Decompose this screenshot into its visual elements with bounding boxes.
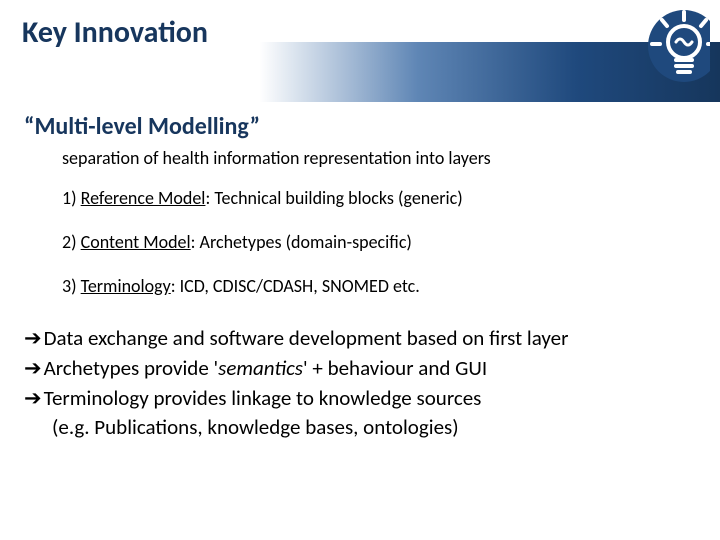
arrow-block: ➔ Data exchange and software development… [24,324,696,443]
layer-label: Terminology [81,275,171,297]
arrow-text-post: ' + behaviour and GUI [303,355,487,381]
arrow-subline: (e.g. Publications, knowledge bases, ont… [52,413,696,443]
layer-num: 2) [62,231,81,253]
arrow-text: Terminology provides linkage to knowledg… [44,384,482,414]
arrow-text: Data exchange and software development b… [44,324,569,354]
arrow-text: Archetypes provide 'semantics' + behavio… [44,354,488,384]
arrow-text-pre: Archetypes provide ' [44,355,219,381]
arrow-icon: ➔ [24,324,42,354]
arrow-line-2: ➔ Archetypes provide 'semantics' + behav… [24,354,696,384]
subtitle: “Multi-level Modelling” [24,112,260,141]
layer-num: 3) [62,275,81,297]
layer-num: 1) [62,187,81,209]
page-title: Key Innovation [22,14,208,51]
arrow-text-italic: semantics [218,355,303,381]
layer-item-1: 1) Reference Model: Technical building b… [62,188,463,210]
arrow-line-3: ➔ Terminology provides linkage to knowle… [24,384,696,414]
arrow-text-pre: Data exchange and software development b… [44,325,569,351]
layer-label: Content Model [81,231,191,253]
lightbulb-idea-icon [640,6,720,86]
header-band [0,42,720,102]
layer-after: : Archetypes (domain-specific) [191,231,412,253]
arrow-text-pre: Terminology provides linkage to knowledg… [44,385,482,411]
layer-item-2: 2) Content Model: Archetypes (domain-spe… [62,232,412,254]
arrow-icon: ➔ [24,354,42,384]
layer-after: : ICD, CDISC/CDASH, SNOMED etc. [171,275,420,297]
layer-label: Reference Model [81,187,206,209]
layer-after: : Technical building blocks (generic) [205,187,462,209]
slide: Key Innovation [0,0,720,540]
arrow-icon: ➔ [24,384,42,414]
layer-item-3: 3) Terminology: ICD, CDISC/CDASH, SNOMED… [62,276,420,298]
description: separation of health information represe… [62,147,491,169]
arrow-line-1: ➔ Data exchange and software development… [24,324,696,354]
